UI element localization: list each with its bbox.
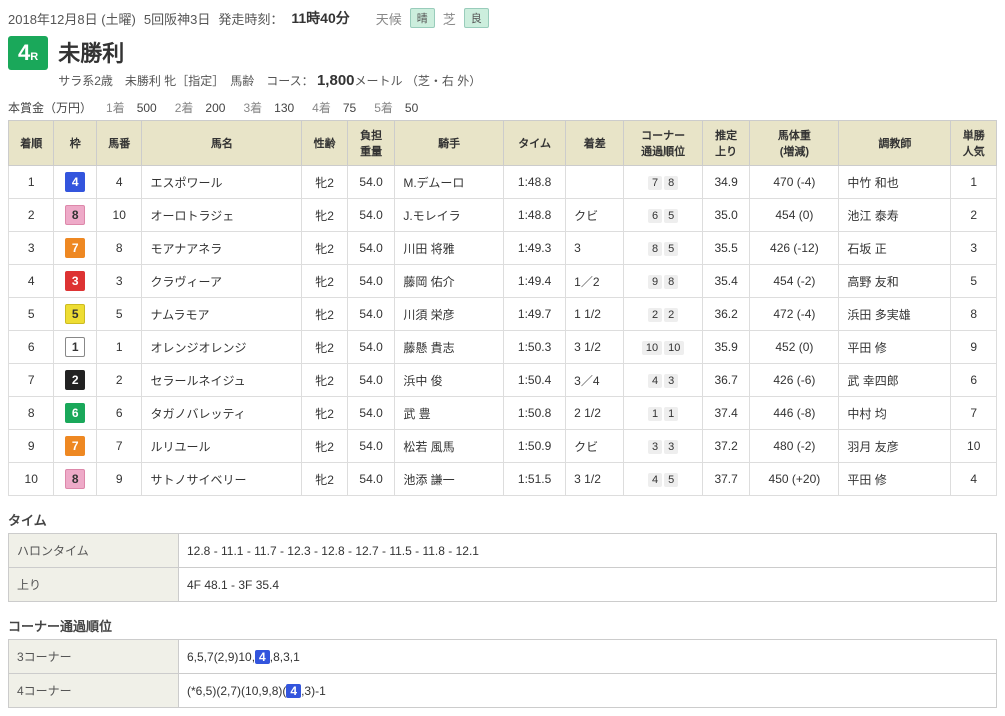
col-header: 枠 [54,121,97,166]
turf-label: 芝 [443,9,456,28]
prize-row: 本賞金（万円） 1着 500 2着 200 3着 130 4着 75 5着 50 [8,99,997,116]
table-row: 433クラヴィーア牝254.0藤岡 佑介1:49.41／29835.4454 (… [9,265,997,298]
time-table: ハロンタイム12.8 - 11.1 - 11.7 - 12.3 - 12.8 -… [8,533,997,602]
race-subtitle: サラ系2歳 未勝利 牝［指定］ 馬齢 コース： 1,800メートル （芝・右 外… [58,72,481,89]
corner-section-title: コーナー通過順位 [8,616,997,635]
table-row: 611オレンジオレンジ牝254.0藤懸 貴志1:50.33 1/2101035.… [9,331,997,364]
weather-value: 晴 [410,8,435,28]
weather-label: 天候 [376,9,402,28]
col-header: 馬名 [142,121,302,166]
prize-item: 3着 130 [243,101,294,115]
col-header: 性齢 [302,121,347,166]
table-row: 144エスポワール牝254.0M.デムーロ1:48.87834.9470 (-4… [9,166,997,199]
corner-table: 3コーナー6,5,7(2,9)10,4,8,3,14コーナー(*6,5)(2,7… [8,639,997,708]
results-table: 着順枠馬番馬名性齢負担重量騎手タイム着差コーナー通過順位推定上り馬体重(増減)調… [8,120,997,496]
post-time: 11時40分 [291,8,349,28]
prize-item: 5着 50 [374,101,418,115]
race-title: 未勝利 [58,36,481,68]
turf-value: 良 [464,8,489,28]
race-number: 4R [8,36,48,70]
col-header: 調教師 [839,121,951,166]
table-row: 378モアナアネラ牝254.0川田 将雅1:49.338535.5426 (-1… [9,232,997,265]
prize-item: 4着 75 [312,101,356,115]
table-row: 2810オーロトラジェ牝254.0J.モレイラ1:48.8クビ6535.0454… [9,199,997,232]
sub-row-value: 12.8 - 11.1 - 11.7 - 12.3 - 12.8 - 12.7 … [179,534,997,568]
table-row: 722セラールネイジュ牝254.0浜中 俊1:50.43／44336.7426 … [9,364,997,397]
table-row: 555ナムラモア牝254.0川須 栄彦1:49.71 1/22236.2472 … [9,298,997,331]
table-row: 977ルリユール牝254.0松若 風馬1:50.9クビ3337.2480 (-2… [9,430,997,463]
table-row: 866タガノバレッティ牝254.0武 豊1:50.82 1/21137.4446… [9,397,997,430]
sub-row-value: (*6,5)(2,7)(10,9,8)(4,3)-1 [179,674,997,708]
sub-row-value: 6,5,7(2,9)10,4,8,3,1 [179,640,997,674]
sub-row-label: ハロンタイム [9,534,179,568]
sub-row-value: 4F 48.1 - 3F 35.4 [179,568,997,602]
col-header: 推定上り [702,121,749,166]
sub-row-label: 上り [9,568,179,602]
sub-row-label: 4コーナー [9,674,179,708]
table-row: 1089サトノサイベリー牝254.0池添 謙一1:51.53 1/24537.7… [9,463,997,496]
col-header: タイム [504,121,566,166]
race-header: 4R 未勝利 サラ系2歳 未勝利 牝［指定］ 馬齢 コース： 1,800メートル… [8,36,997,89]
col-header: 着差 [566,121,624,166]
col-header: コーナー通過順位 [624,121,702,166]
col-header: 負担重量 [347,121,394,166]
race-meta-row: 2018年12月8日 (土曜) 5回阪神3日 発走時刻： 11時40分 天候 晴… [8,8,997,28]
sub-row-label: 3コーナー [9,640,179,674]
prize-label: 本賞金（万円） [8,99,92,116]
col-header: 馬体重(増減) [750,121,839,166]
prize-item: 2着 200 [175,101,226,115]
post-label: 発走時刻： [218,9,283,28]
col-header: 単勝人気 [951,121,997,166]
race-date: 2018年12月8日 (土曜) [8,9,136,28]
col-header: 騎手 [395,121,504,166]
race-meeting: 5回阪神3日 [144,9,210,28]
results-head: 着順枠馬番馬名性齢負担重量騎手タイム着差コーナー通過順位推定上り馬体重(増減)調… [9,121,997,166]
prize-item: 1着 500 [106,101,157,115]
col-header: 着順 [9,121,54,166]
col-header: 馬番 [97,121,142,166]
time-section-title: タイム [8,510,997,529]
